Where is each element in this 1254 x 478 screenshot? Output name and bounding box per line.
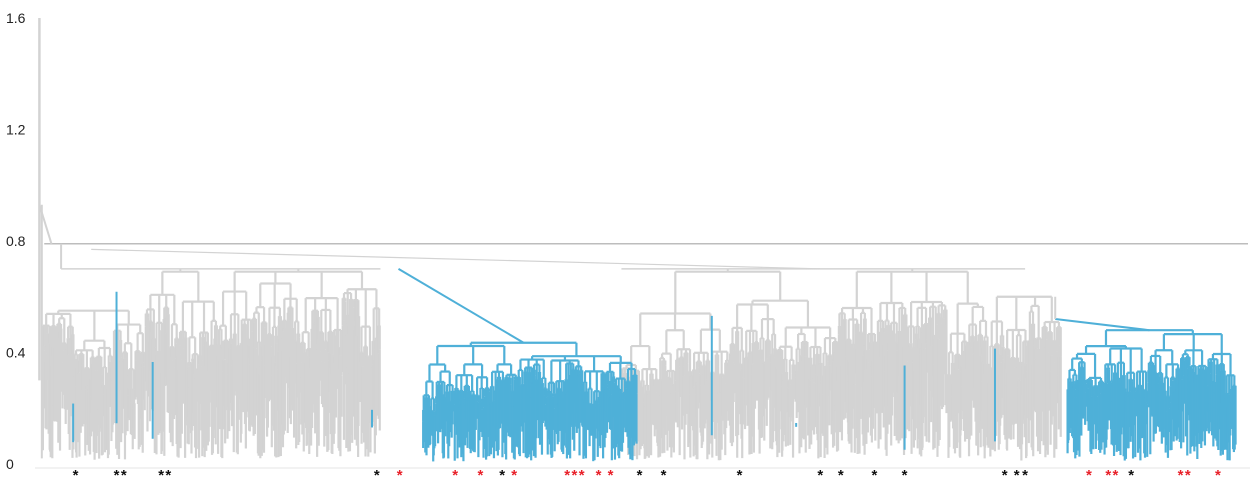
leaf-marker: * (1002, 467, 1008, 478)
leaf-marker: * (737, 467, 743, 478)
leaf-marker: * (1178, 467, 1184, 478)
leaf-marker: * (596, 467, 602, 478)
leaf-marker: * (1105, 467, 1111, 478)
dendrogram-branches (38, 18, 1248, 462)
leaf-marker: * (1128, 467, 1134, 478)
highlighted-link (1055, 318, 1150, 332)
y-tick-label: 0.8 (6, 233, 26, 249)
leaf-marker: * (73, 467, 79, 478)
leaf-marker: * (499, 467, 505, 478)
leaf-marker: * (1113, 467, 1119, 478)
leaf-marker: * (1215, 467, 1221, 478)
highlighted-link (397, 268, 525, 344)
y-tick-label: 0 (6, 456, 14, 472)
leaf-marker: * (661, 467, 667, 478)
leaf-marker: * (564, 467, 570, 478)
leaf-marker: * (872, 467, 878, 478)
leaf-marker: * (121, 467, 127, 478)
leaf-marker: * (114, 467, 120, 478)
leaf-marker: * (478, 467, 484, 478)
leaf-marker: * (374, 467, 380, 478)
leaf-marker: * (397, 467, 403, 478)
y-tick-label: 0.4 (6, 345, 26, 361)
leaf-marker: * (1086, 467, 1092, 478)
leaf-marker: * (165, 467, 171, 478)
leaf-marker: * (817, 467, 823, 478)
y-tick-label: 1.6 (6, 10, 26, 26)
leaf-marker: * (1014, 467, 1020, 478)
leaf-marker: * (902, 467, 908, 478)
leaf-marker: * (511, 467, 517, 478)
leaf-marker: * (572, 467, 578, 478)
leaf-marker: * (637, 467, 643, 478)
y-axis: 0 0.4 0.8 1.2 1.6 (6, 10, 1250, 472)
leaf-marker: * (838, 467, 844, 478)
leaf-marker: * (452, 467, 458, 478)
leaf-markers: * * * * * * * * * * * * * * * * * * * * * * * * * * * * * * * * * (73, 467, 1221, 478)
leaf-marker: * (608, 467, 614, 478)
join-diagonal (91, 248, 821, 270)
y-tick-label: 1.2 (6, 122, 26, 138)
leaf-marker: * (579, 467, 585, 478)
leaf-marker: * (1022, 467, 1028, 478)
leaf-marker: * (1185, 467, 1191, 478)
leaf-marker: * (158, 467, 164, 478)
